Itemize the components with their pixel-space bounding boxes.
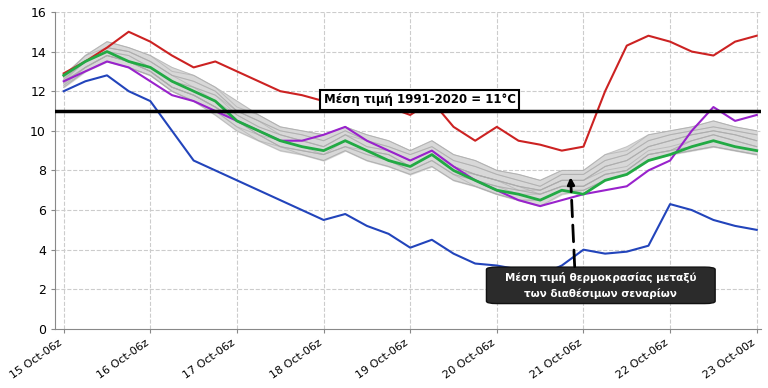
Text: Μέση τιμή θερμοκρασίας μεταξύ
των διαθέσιμων σεναρίων: Μέση τιμή θερμοκρασίας μεταξύ των διαθέσ… <box>505 272 697 299</box>
Text: Μέση τιμή 1991-2020 = 11°C: Μέση τιμή 1991-2020 = 11°C <box>323 93 515 106</box>
FancyBboxPatch shape <box>486 267 715 303</box>
